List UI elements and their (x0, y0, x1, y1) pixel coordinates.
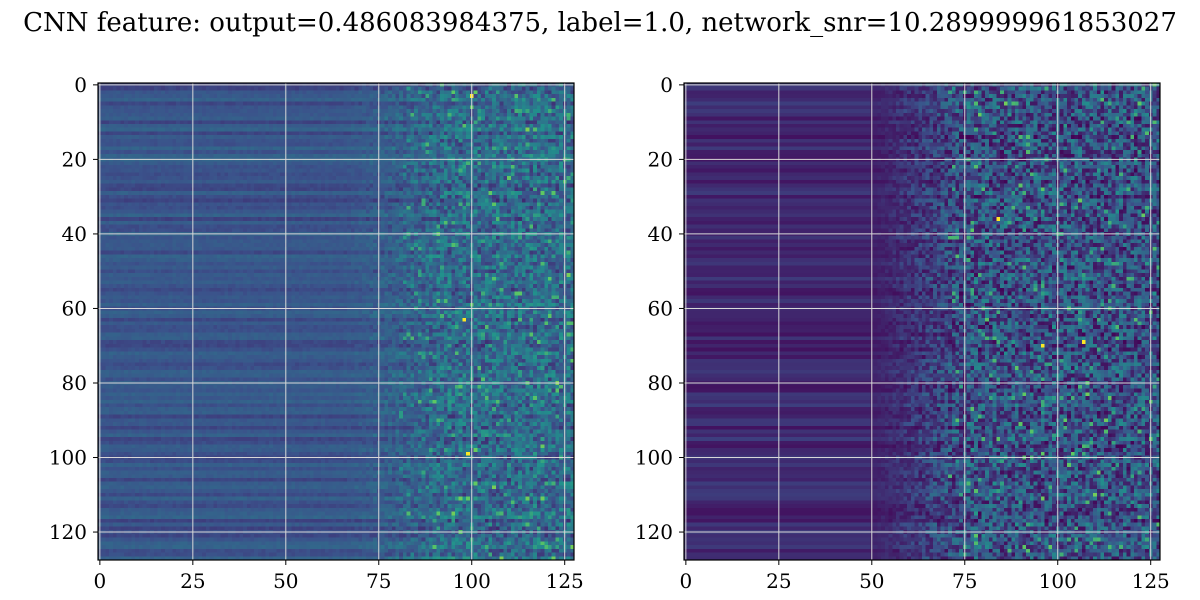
x-tick-label: 0 (93, 569, 106, 593)
x-tick-label: 50 (859, 569, 884, 593)
heatmap-panel-left: 0 25 50 75 100 125 0 20 40 60 80 100 120 (49, 73, 584, 593)
chart-title: CNN feature: output=0.486083984375, labe… (23, 8, 1177, 38)
y-tick-label: 80 (648, 371, 673, 395)
y-tick-label: 20 (62, 147, 87, 171)
axes-frame (97, 82, 575, 561)
x-tick-label: 75 (366, 569, 391, 593)
y-tick-label: 20 (648, 147, 673, 171)
y-tick-label: 120 (49, 520, 87, 544)
y-tick-label: 0 (660, 73, 673, 97)
x-tick-label: 100 (1039, 569, 1077, 593)
y-tick-label: 60 (62, 296, 87, 320)
x-tick-label: 125 (546, 569, 584, 593)
y-tick-label: 120 (635, 520, 673, 544)
y-tick-label: 60 (648, 296, 673, 320)
heatmap-image (98, 83, 574, 560)
x-tick-label: 100 (453, 569, 491, 593)
x-tick-label: 125 (1132, 569, 1170, 593)
y-tick-label: 100 (49, 446, 87, 470)
axes-frame (683, 82, 1161, 561)
heatmap-image (684, 83, 1160, 560)
y-tick-label: 0 (74, 73, 87, 97)
x-tick-label: 25 (180, 569, 205, 593)
y-tick-label: 100 (635, 446, 673, 470)
x-tick-label: 50 (273, 569, 298, 593)
x-tick-label: 25 (766, 569, 791, 593)
y-tick-label: 80 (62, 371, 87, 395)
y-tick-label: 40 (648, 222, 673, 246)
y-tick-label: 40 (62, 222, 87, 246)
x-tick-label: 75 (952, 569, 977, 593)
x-tick-label: 0 (679, 569, 692, 593)
heatmap-panel-right: 0 25 50 75 100 125 0 20 40 60 80 100 120 (635, 73, 1170, 593)
